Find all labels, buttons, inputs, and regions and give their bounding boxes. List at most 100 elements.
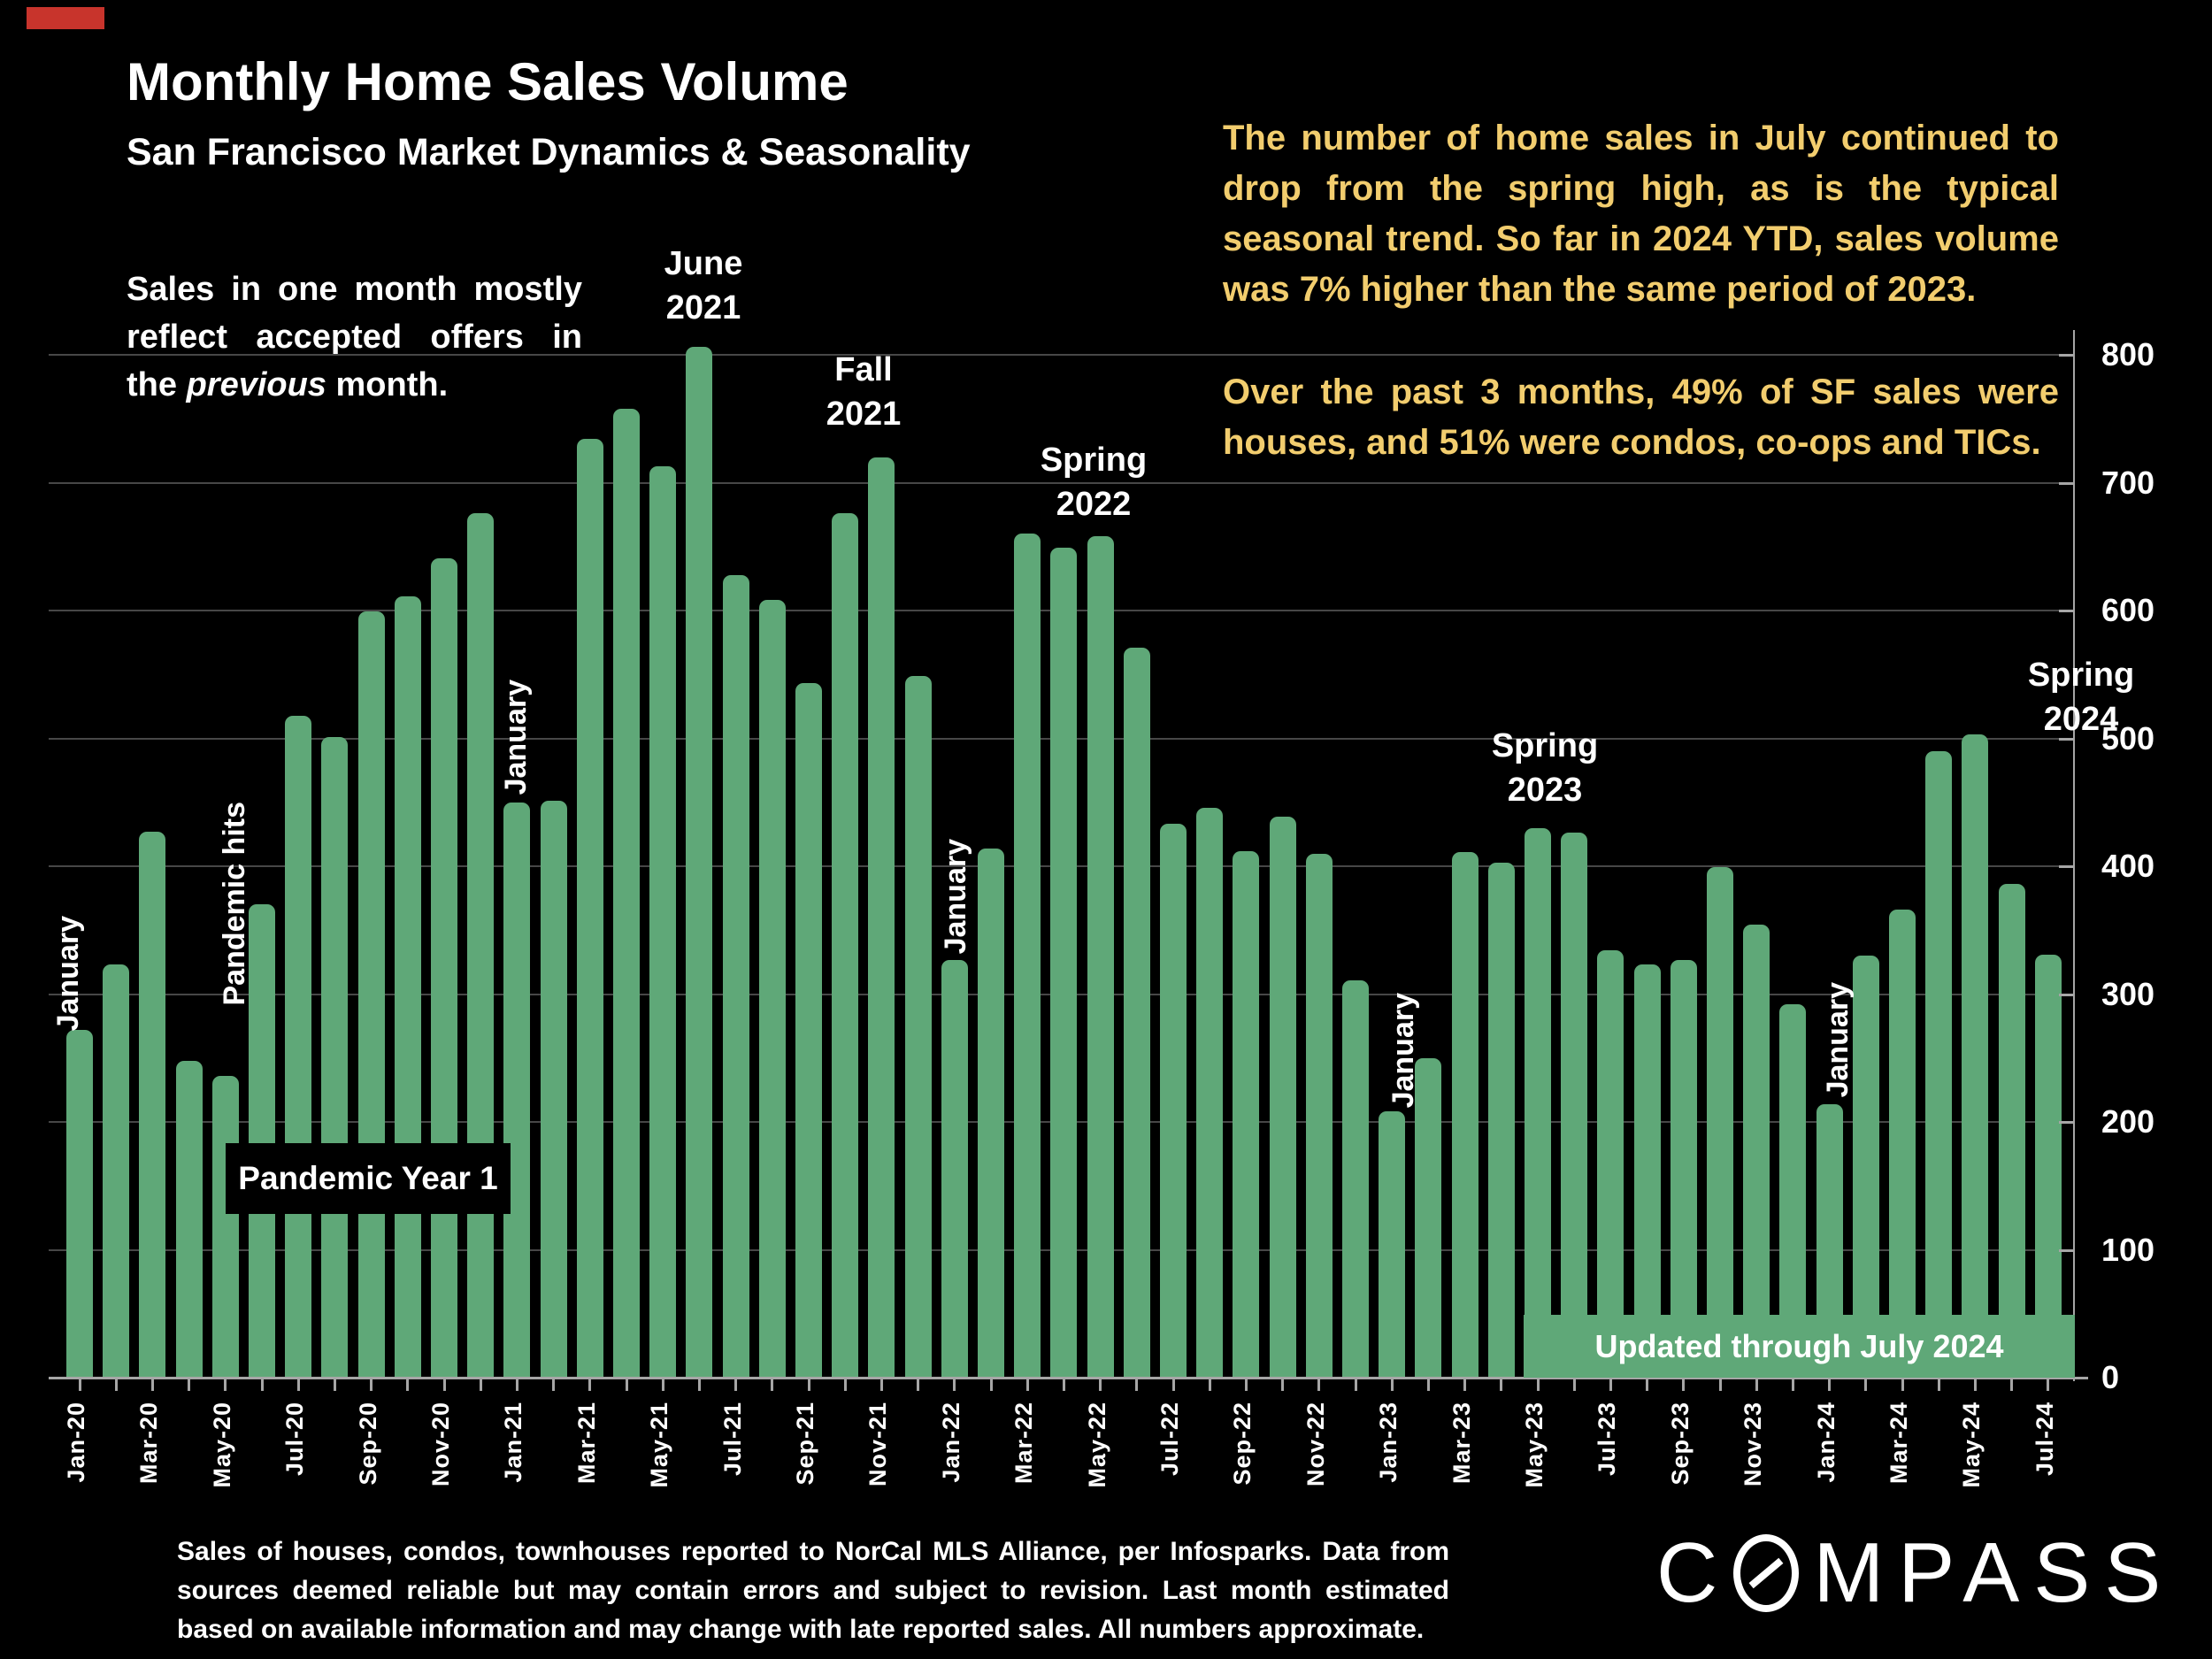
bar-mar-24 — [1889, 910, 1916, 1378]
x-axis-label: Jan-21 — [500, 1402, 527, 1483]
gridline — [49, 481, 2073, 484]
x-tick — [1025, 1378, 1029, 1391]
bar-may-24 — [1962, 734, 1989, 1378]
y-tick — [2059, 354, 2074, 357]
y-tick — [2059, 1248, 2074, 1252]
callout-spring-2023: Spring 2023 — [1492, 724, 1598, 812]
page-subtitle: San Francisco Market Dynamics & Seasonal… — [127, 131, 971, 173]
compass-logo-letters-mpass: MPASS — [1813, 1525, 2176, 1620]
x-tick — [333, 1378, 336, 1391]
x-tick — [442, 1378, 446, 1391]
x-axis-line — [49, 1377, 2088, 1379]
x-tick — [1646, 1378, 1649, 1391]
x-tick — [953, 1378, 956, 1391]
x-axis-label: Nov-21 — [864, 1402, 892, 1487]
x-tick — [1317, 1378, 1321, 1391]
x-axis-label: Mar-21 — [572, 1402, 600, 1485]
x-axis-label: Sep-20 — [354, 1402, 381, 1486]
x-axis-label: Sep-21 — [792, 1402, 818, 1486]
callout-january: January — [939, 838, 972, 954]
x-tick — [625, 1378, 628, 1391]
bar-sep-20 — [357, 611, 385, 1378]
bar-feb-20 — [103, 964, 130, 1378]
bar-jan-23 — [1379, 1111, 1406, 1378]
bar-jan-22 — [941, 959, 968, 1378]
bar-feb-21 — [540, 801, 567, 1378]
x-tick — [114, 1378, 118, 1391]
x-tick — [1099, 1378, 1102, 1391]
x-tick — [734, 1378, 738, 1391]
y-axis-label: 800 — [2101, 336, 2155, 373]
callout-january: January — [1821, 981, 1855, 1097]
bar-aug-21 — [758, 600, 786, 1378]
bar-apr-23 — [1487, 862, 1515, 1378]
x-axis-label: May-24 — [1958, 1402, 1985, 1488]
bar-dec-21 — [904, 675, 932, 1378]
commentary-paragraph-1: The number of home sales in July continu… — [1223, 119, 2059, 309]
y-tick — [2059, 1377, 2074, 1379]
y-tick — [2059, 865, 2074, 868]
bar-oct-20 — [394, 596, 421, 1378]
x-tick — [479, 1378, 482, 1391]
bar-mar-22 — [1014, 534, 1041, 1378]
red-accent-bar — [27, 7, 104, 29]
y-tick — [2059, 481, 2074, 485]
x-tick — [2047, 1378, 2050, 1391]
y-axis-line — [2073, 330, 2075, 1381]
updated-through-banner: Updated through July 2024 — [1524, 1315, 2075, 1378]
x-tick — [1171, 1378, 1175, 1391]
y-tick — [2059, 993, 2074, 996]
bar-aug-22 — [1196, 807, 1224, 1378]
bar-jun-20 — [249, 904, 275, 1378]
x-tick — [1500, 1378, 1503, 1391]
compass-needle-o-icon — [1733, 1534, 1800, 1612]
note-pre: Sales in one month mostly reflect accept… — [127, 271, 582, 403]
callout-line: Fall — [834, 351, 893, 388]
bar-nov-22 — [1305, 853, 1333, 1378]
gridline — [49, 354, 2073, 356]
bar-mar-23 — [1451, 852, 1479, 1378]
bar-dec-22 — [1342, 979, 1369, 1378]
callout-january: January — [51, 915, 85, 1031]
x-tick — [1281, 1378, 1285, 1391]
bar-apr-21 — [613, 408, 640, 1378]
x-axis-label: Sep-23 — [1666, 1402, 1694, 1486]
x-tick — [224, 1378, 227, 1391]
callout-line: 2021 — [826, 396, 902, 433]
x-tick — [989, 1378, 993, 1391]
x-tick — [1135, 1378, 1139, 1391]
bar-sep-23 — [1670, 959, 1697, 1378]
x-tick — [1937, 1378, 1940, 1391]
callout-january: January — [499, 679, 533, 795]
y-axis-label: 600 — [2101, 592, 2155, 628]
x-tick — [1791, 1378, 1794, 1391]
x-axis-label: Jan-20 — [63, 1402, 89, 1483]
x-axis-label: May-22 — [1083, 1402, 1110, 1488]
x-axis-label: Nov-22 — [1302, 1402, 1329, 1487]
x-tick — [661, 1378, 664, 1391]
x-tick — [1901, 1378, 1904, 1391]
x-tick — [1062, 1378, 1065, 1391]
x-tick — [1755, 1378, 1758, 1391]
x-tick — [370, 1378, 373, 1391]
x-tick — [406, 1378, 410, 1391]
x-tick — [515, 1378, 518, 1391]
x-axis-label: Mar-20 — [135, 1402, 163, 1485]
bar-jun-21 — [686, 347, 713, 1378]
x-axis-label: Jul-22 — [1156, 1402, 1183, 1477]
bar-jun-23 — [1561, 833, 1588, 1378]
callout-spring-2022: Spring 2022 — [1041, 438, 1147, 526]
x-axis-label: Jan-23 — [1375, 1402, 1402, 1483]
page-title: Monthly Home Sales Volume — [127, 52, 849, 111]
bar-jan-20 — [66, 1029, 93, 1378]
x-tick — [917, 1378, 920, 1391]
x-tick — [879, 1378, 883, 1391]
pandemic-year-box: Pandemic Year 1 — [226, 1143, 511, 1214]
bar-apr-24 — [1925, 750, 1953, 1378]
bar-apr-22 — [1050, 548, 1078, 1378]
x-tick — [1208, 1378, 1211, 1391]
compass-needle-icon — [1748, 1557, 1784, 1589]
bar-jul-20 — [285, 715, 312, 1378]
bar-apr-20 — [175, 1060, 203, 1378]
